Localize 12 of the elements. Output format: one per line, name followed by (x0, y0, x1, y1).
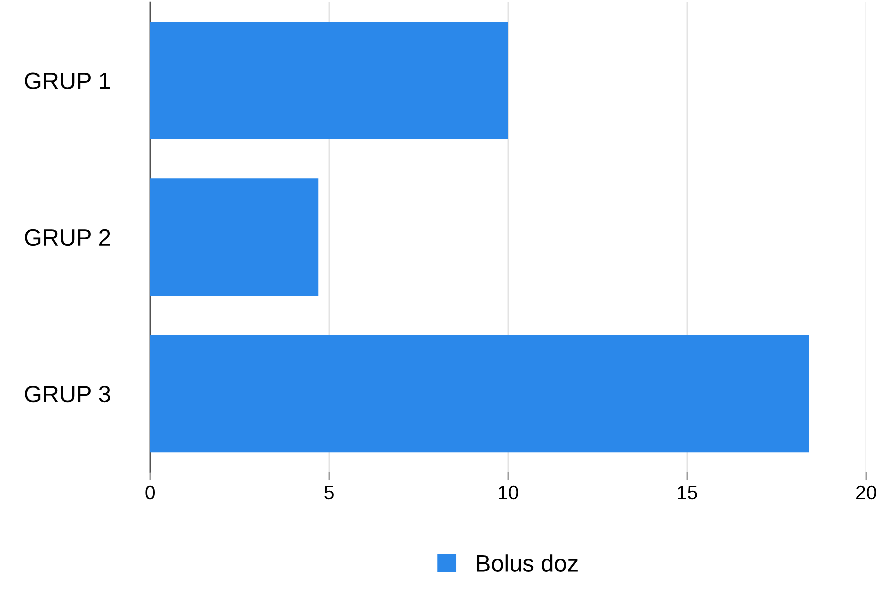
bar (150, 22, 508, 140)
bar (150, 178, 319, 296)
x-tick-label: 0 (146, 486, 156, 500)
y-tick-label: GRUP 3 (25, 386, 110, 403)
x-tick-label: 20 (856, 486, 876, 500)
legend-label: Bolus doz (477, 554, 578, 572)
bar (150, 335, 810, 453)
x-tick-label: 15 (678, 486, 698, 500)
y-tick-label: GRUP 2 (25, 229, 110, 246)
y-tick-label: GRUP 1 (25, 72, 110, 90)
x-tick-label: 5 (324, 486, 334, 500)
x-tick-label: 10 (499, 486, 518, 500)
